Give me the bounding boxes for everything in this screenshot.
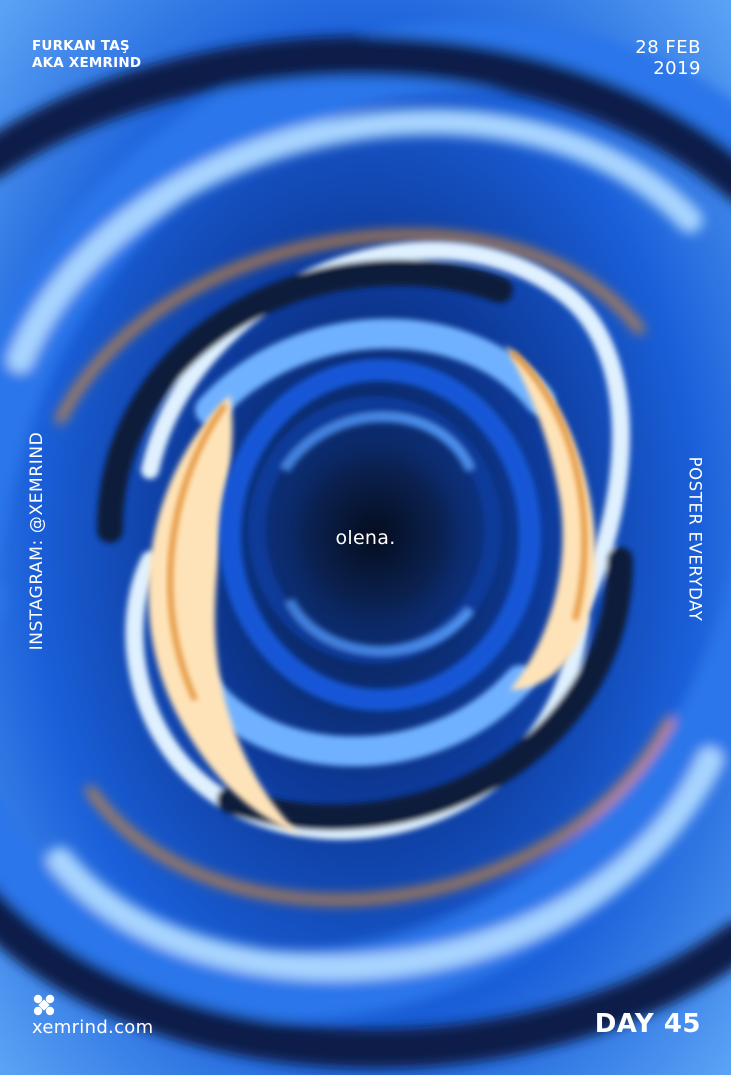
- author-credit: FURKAN TAŞ AKA XEMRIND: [32, 38, 141, 72]
- day-counter: DAY 45: [594, 1009, 701, 1039]
- date-year: 2019: [653, 58, 701, 79]
- website-link[interactable]: xemrind.com: [32, 1017, 154, 1038]
- date-day-month: 28 FEB: [635, 37, 701, 58]
- x-mark-icon: [33, 994, 55, 1016]
- instagram-handle: INSTAGRAM: @XEMRIND: [27, 431, 47, 651]
- poster-title: olena.: [335, 527, 396, 549]
- author-name: FURKAN TAŞ: [32, 38, 130, 54]
- poster-date: 28 FEB 2019: [635, 37, 701, 79]
- poster-everyday-label: POSTER EVERYDAY: [685, 456, 705, 622]
- author-alias: AKA XEMRIND: [32, 55, 142, 71]
